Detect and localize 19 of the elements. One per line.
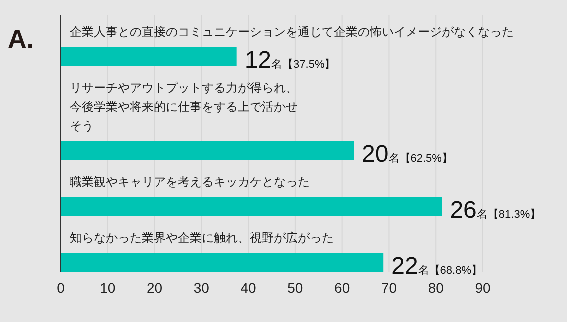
x-tick-label: 90 [475, 280, 491, 296]
x-tick-label: 70 [381, 280, 398, 296]
x-tick-label: 0 [57, 280, 66, 296]
y-tick-label: 知らなかった業界や企業に触れ、視野が広がった [70, 231, 334, 245]
y-tick-label: 職業観やキャリアを考えるキッカケとなった [70, 175, 310, 189]
data-label: 26名【81.3%】 [450, 197, 542, 224]
x-tick-label: 40 [240, 280, 257, 296]
x-tick-label: 80 [428, 280, 444, 296]
chart-title: A. [8, 24, 34, 54]
x-tick-label: 10 [100, 280, 116, 296]
x-tick-label: 20 [146, 280, 163, 296]
y-tick-label: リサーチやアウトプットする力が得られ、今後学業や将来的に仕事をする上で活かせそう [70, 81, 298, 133]
x-tick-label: 50 [288, 280, 304, 296]
data-label: 20名【62.5%】 [362, 141, 453, 168]
data-label: 22名【68.8%】 [392, 253, 482, 280]
data-label: 12名【37.5%】 [244, 47, 336, 74]
x-tick-label: 30 [194, 280, 210, 296]
y-tick-label: 企業人事との直接のコミュニケーションを通じて企業の怖いイメージがなくなった [70, 25, 514, 39]
x-tick-label: 60 [334, 280, 350, 296]
